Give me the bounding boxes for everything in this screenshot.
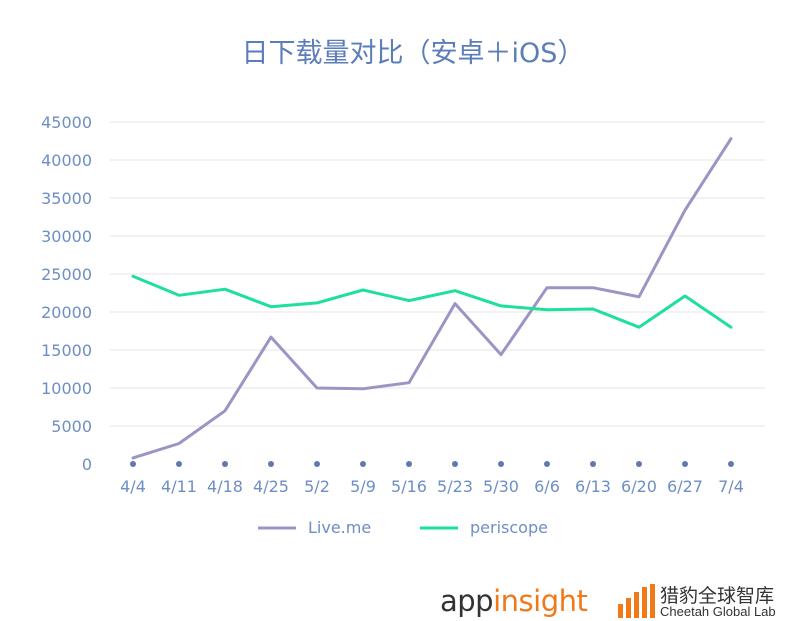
y-tick-label: 15000 <box>41 341 92 360</box>
legend-label: periscope <box>470 518 548 537</box>
cheetah-logo-name-en: Cheetah Global Lab <box>660 604 776 619</box>
baseline-dot <box>498 461 504 467</box>
baseline-dot <box>406 461 412 467</box>
y-tick-label: 5000 <box>51 417 92 436</box>
baseline-dot <box>176 461 182 467</box>
cheetah-logo-icon <box>618 584 655 618</box>
baseline-dots <box>130 461 734 467</box>
baseline-dot <box>682 461 688 467</box>
baseline-dot <box>268 461 274 467</box>
y-tick-label: 30000 <box>41 227 92 246</box>
x-axis-ticks: 4/4 4/11 4/18 4/25 5/2 5/9 5/16 5/23 5/30 6/6 6/13… <box>120 477 744 496</box>
x-tick-label: 4/18 <box>207 477 243 496</box>
chart-title: 日下载量对比（安卓＋iOS） <box>242 38 585 69</box>
y-tick-label: 35000 <box>41 189 92 208</box>
y-tick-label: 20000 <box>41 303 92 322</box>
x-tick-label: 4/11 <box>161 477 197 496</box>
y-tick-label: 10000 <box>41 379 92 398</box>
x-tick-label: 4/25 <box>253 477 289 496</box>
x-tick-label: 6/27 <box>667 477 703 496</box>
series-line <box>131 137 733 460</box>
baseline-dot <box>360 461 366 467</box>
grid-lines <box>110 121 765 427</box>
legend-label: Live.me <box>308 518 371 537</box>
y-tick-label: 40000 <box>41 151 92 170</box>
x-tick-label: 7/4 <box>718 477 744 496</box>
x-tick-label: 5/9 <box>350 477 376 496</box>
y-tick-label: 25000 <box>41 265 92 284</box>
download-comparison-chart: 日下载量对比（安卓＋iOS） 0 5000 10000 15000 20000 25000… <box>41 38 765 537</box>
baseline-dot <box>314 461 320 467</box>
baseline-dot <box>130 461 136 467</box>
baseline-dot <box>728 461 734 467</box>
series-line <box>131 274 733 329</box>
y-tick-label: 0 <box>82 455 92 474</box>
baseline-dot <box>452 461 458 467</box>
appinsight-logo-accent: insight <box>493 584 588 618</box>
appinsight-logo: appinsight <box>440 584 588 618</box>
baseline-dot <box>636 461 642 467</box>
x-tick-label: 5/2 <box>304 477 330 496</box>
x-tick-label: 6/20 <box>621 477 657 496</box>
x-tick-label: 6/6 <box>534 477 560 496</box>
x-tick-label: 6/13 <box>575 477 611 496</box>
y-axis-ticks: 0 5000 10000 15000 20000 25000 30000 35000 40000… <box>41 113 92 474</box>
appinsight-logo-prefix: app <box>440 584 494 618</box>
baseline-dot <box>544 461 550 467</box>
x-tick-label: 4/4 <box>120 477 146 496</box>
cheetah-logo-name-cn: 猎豹全球智库 <box>660 585 775 607</box>
baseline-dot <box>590 461 596 467</box>
legend: Live.me periscope <box>258 518 548 537</box>
x-tick-label: 5/23 <box>437 477 473 496</box>
y-tick-label: 45000 <box>41 113 92 132</box>
x-tick-label: 5/30 <box>483 477 519 496</box>
footer-logos: appinsight 猎豹全球智库 Cheetah Global Lab <box>0 580 800 621</box>
x-tick-label: 5/16 <box>391 477 427 496</box>
series-lines <box>131 137 733 460</box>
baseline-dot <box>222 461 228 467</box>
